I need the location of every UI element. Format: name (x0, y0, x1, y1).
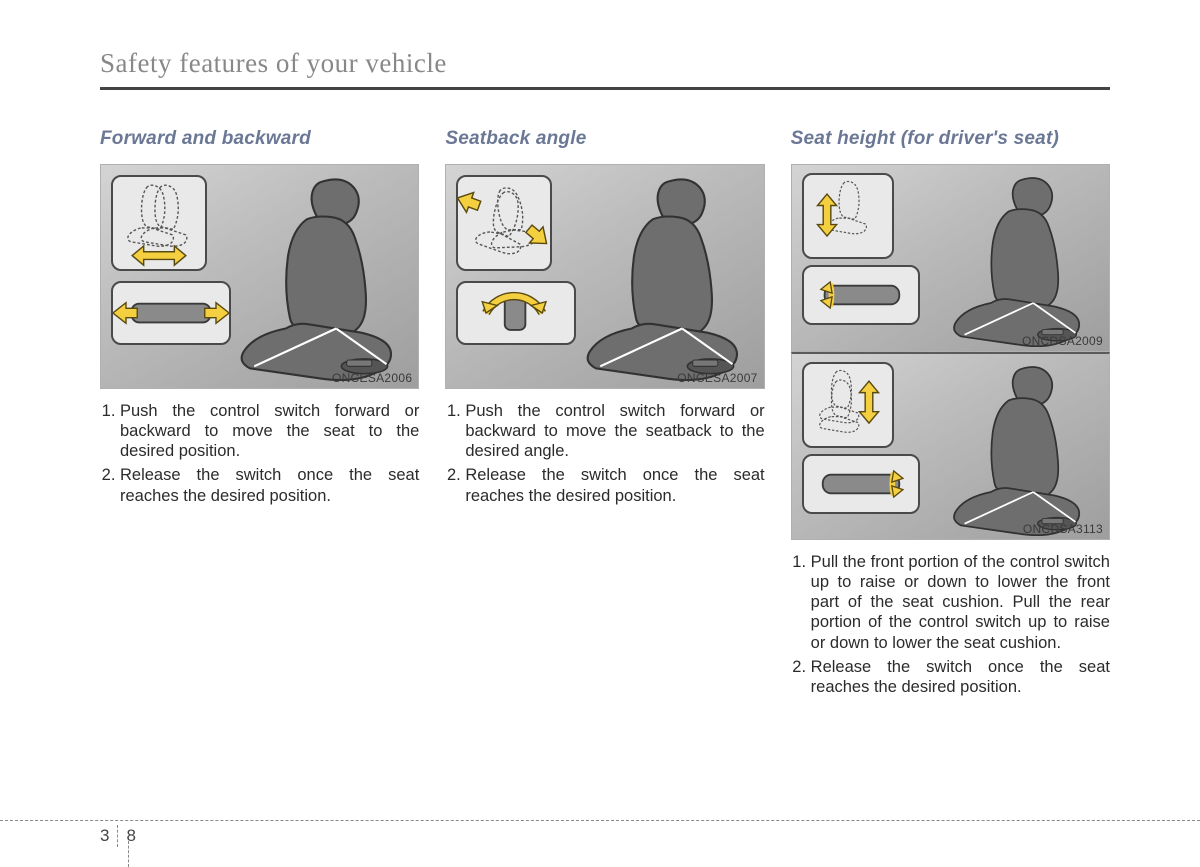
column-1: Seatback angle ONCESA2007 Push the contro… (445, 128, 764, 701)
figure-code: ONCDSA3113 (1023, 522, 1103, 536)
column-2: Seat height (for driver's seat) ONCDSA20… (791, 128, 1110, 701)
seat-illustration (923, 171, 1103, 347)
figure-code: ONCESA2007 (677, 371, 757, 385)
figure-inset-diagram (802, 362, 894, 448)
instruction-step: Pull the front portion of the control sw… (811, 552, 1110, 653)
seat-illustration (558, 171, 758, 381)
seat-illustration (923, 360, 1103, 536)
figure-code: ONCESA2006 (332, 371, 412, 385)
title-rule (100, 87, 1110, 90)
instruction-step: Release the switch once the seat reaches… (465, 465, 764, 505)
instruction-step: Push the control switch forward or backw… (465, 401, 764, 461)
figure: ONCESA2007 (445, 164, 764, 389)
instruction-step: Push the control switch forward or backw… (120, 401, 419, 461)
figure: ONCDSA2009 (791, 164, 1110, 352)
section-heading: Forward and backward (100, 128, 419, 150)
figure-inset-control (111, 281, 231, 345)
figure-code: ONCDSA2009 (1022, 334, 1103, 348)
page-title: Safety features of your vehicle (100, 48, 1110, 87)
figure-inset-control (802, 265, 920, 325)
page-number-separator (117, 825, 118, 847)
figure-inset-diagram (456, 175, 552, 271)
figure-inset-diagram (111, 175, 207, 271)
figure-inset-control (802, 454, 920, 514)
instruction-step: Release the switch once the seat reaches… (120, 465, 419, 505)
figure-inset-diagram (802, 173, 894, 259)
figure: ONCESA2006 (100, 164, 419, 389)
instruction-list: Push the control switch forward or backw… (100, 401, 419, 506)
page-footer-rule (0, 820, 1200, 821)
instruction-list: Push the control switch forward or backw… (445, 401, 764, 506)
seat-illustration (212, 171, 412, 381)
figure: ONCDSA3113 (791, 352, 1110, 540)
instruction-list: Pull the front portion of the control sw… (791, 552, 1110, 697)
column-0: Forward and backward ONCESA2006 Push the … (100, 128, 419, 701)
section-heading: Seat height (for driver's seat) (791, 128, 1110, 150)
instruction-step: Release the switch once the seat reaches… (811, 657, 1110, 697)
footer-dash-vertical (128, 841, 129, 867)
section-heading: Seatback angle (445, 128, 764, 150)
figure-inset-control (456, 281, 576, 345)
content-columns: Forward and backward ONCESA2006 Push the … (100, 128, 1110, 701)
section-number: 3 (100, 826, 109, 846)
page-number: 3 8 (100, 825, 136, 847)
